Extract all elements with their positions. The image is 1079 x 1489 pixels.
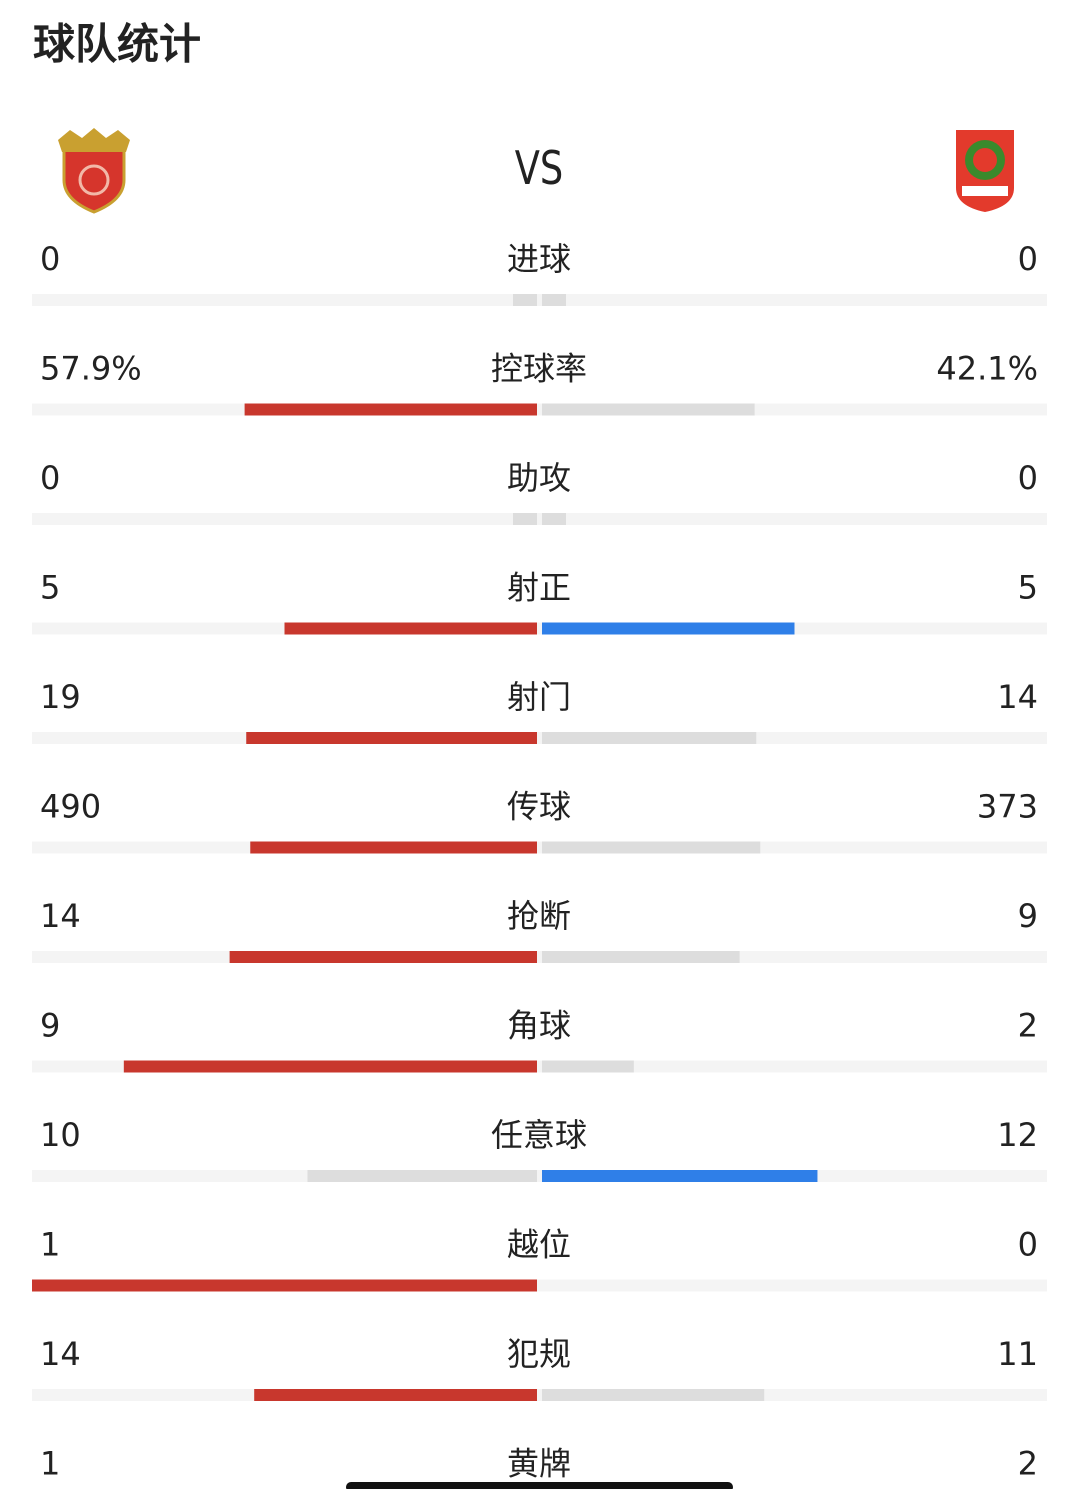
home-value: 14 [40,897,81,935]
home-bar [513,294,537,306]
home-bar [229,951,537,963]
away-logo [956,130,1014,212]
home-value: 1 [40,1226,60,1264]
stat-label: 射门 [507,678,571,716]
home-bar [246,732,537,744]
home-value: 14 [40,1335,81,1373]
home-bar [250,841,537,854]
away-value: 9 [1018,897,1038,935]
away-value: 42.1% [936,350,1038,388]
bar-track [32,732,1047,744]
away-value: 12 [997,1116,1038,1154]
away-bar [542,294,566,306]
bar-track [32,1170,1047,1182]
bar-track [32,403,1047,416]
away-bar [542,1060,634,1073]
home-bar [32,1279,537,1292]
stat-label: 控球率 [491,350,587,388]
away-value: 2 [1018,1445,1038,1483]
stat-label: 传球 [507,788,571,826]
away-value: 0 [1018,459,1038,497]
away-value: 0 [1018,240,1038,278]
vs: VS [515,141,564,195]
stat-label: 进球 [507,240,571,278]
home-value: 19 [40,678,81,716]
home-bar [284,622,537,635]
stat-label: 黄牌 [507,1445,571,1483]
title: 球队统计 [33,20,201,69]
home-value: 5 [40,569,60,607]
home-value: 9 [40,1007,60,1045]
away-bar [542,732,757,744]
away-value: 0 [1018,1226,1038,1264]
stat-label: 抢断 [507,897,571,935]
away-bar [542,951,740,963]
away-value: 14 [997,678,1038,716]
home-bar [513,513,537,525]
home-value: 1 [40,1445,60,1483]
bar-track [32,294,1047,306]
away-value: 11 [997,1335,1038,1373]
bar-track [32,951,1047,963]
home-bar [123,1060,538,1073]
bar-track [32,1389,1047,1401]
away-value: 5 [1018,569,1038,607]
away-bar [542,403,755,416]
away-bar [542,622,795,635]
stat-label: 射正 [507,569,571,607]
away-value: 2 [1018,1007,1038,1045]
stat-label: 角球 [507,1007,571,1045]
home-indicator [346,1482,733,1489]
bar-track [32,841,1047,854]
home-value: 10 [40,1116,81,1154]
away-bar [542,1170,818,1182]
away-value: 373 [977,788,1038,826]
home-bar [244,403,538,416]
home-value: 490 [40,788,101,826]
stat-label: 任意球 [491,1116,587,1154]
stat-label: 犯规 [507,1335,571,1373]
stat-label: 助攻 [507,459,571,497]
away-bar [542,513,566,525]
away-bar [542,841,761,854]
home-bar [307,1170,537,1182]
home-logo [58,128,130,214]
away-bar [542,1389,765,1401]
home-value: 0 [40,459,60,497]
bar-track [32,622,1047,635]
home-bar [254,1389,537,1401]
bar-track [32,513,1047,525]
home-value: 57.9% [40,350,142,388]
stat-label: 越位 [507,1226,571,1264]
home-value: 0 [40,240,60,278]
